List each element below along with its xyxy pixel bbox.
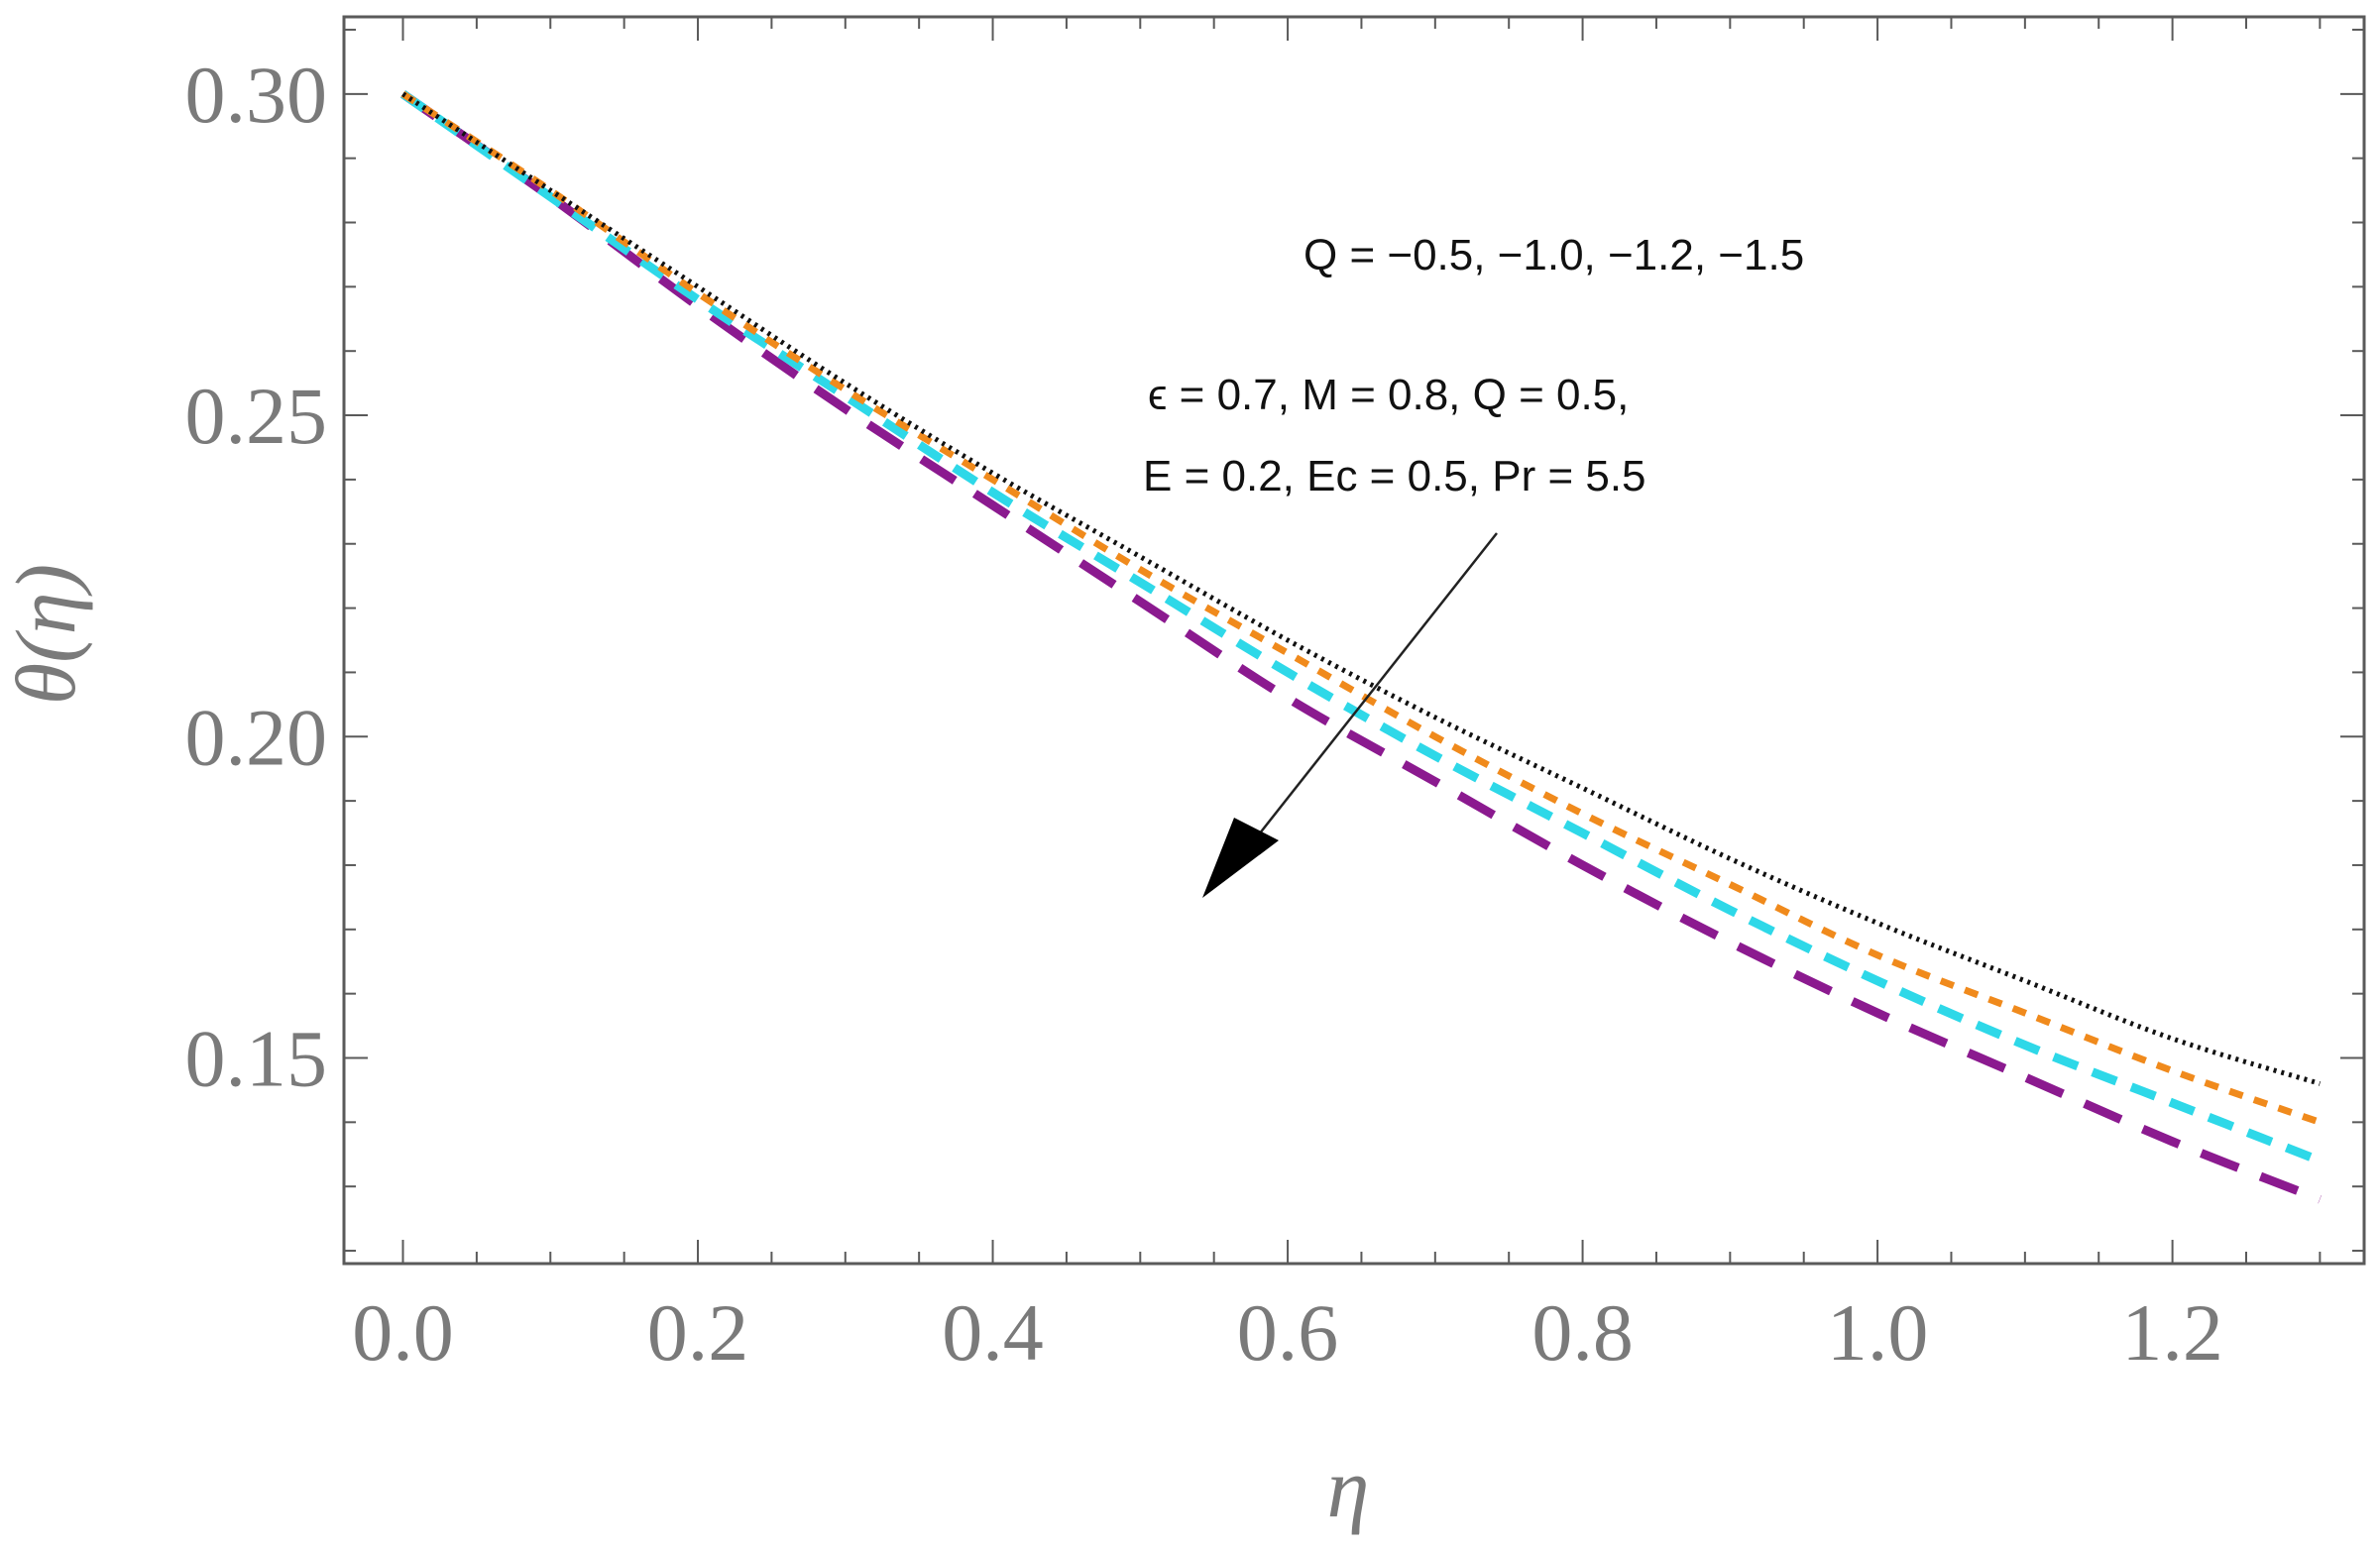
x-tick-label: 0.6	[1237, 1287, 1339, 1378]
series-line-3	[399, 90, 2323, 1165]
x-tick-label: 0.4	[942, 1287, 1044, 1378]
annotation-q-values: Q = −0.5, −1.0, −1.2, −1.5	[1303, 231, 1804, 279]
y-tick-label: 0.30	[185, 50, 328, 140]
annotation-params-line2: E = 0.2, Ec = 0.5, Pr = 5.5	[1143, 452, 1646, 500]
y-axis-title: θ(η)	[0, 564, 93, 705]
y-tick-label: 0.15	[185, 1013, 328, 1103]
x-tick-label: 1.0	[1827, 1287, 1929, 1378]
series-layer	[399, 90, 2323, 1204]
ticks: 0.0 0.2 0.4 0.6 0.8 1.0 1.2 0.15 0.20 0.25 0.30	[185, 17, 2364, 1378]
series-line-4	[399, 90, 2323, 1204]
x-tick-label: 0.8	[1531, 1287, 1634, 1378]
arrow-head	[1202, 818, 1279, 898]
x-tick-label: 1.2	[2121, 1287, 2223, 1378]
arrow-shaft	[1228, 532, 1498, 873]
y-tick-label: 0.20	[185, 692, 328, 782]
x-tick-label: 0.0	[352, 1287, 454, 1378]
plot-frame	[342, 15, 2366, 1266]
annotation-params-line1: ϵ = 0.7, M = 0.8, Q = 0.5,	[1148, 371, 1629, 419]
series-line-1	[401, 91, 2322, 1086]
y-tick-label: 0.25	[185, 371, 328, 461]
x-axis-title: η	[1327, 1440, 1370, 1535]
series-line-2	[400, 90, 2322, 1126]
x-tick-label: 0.2	[647, 1287, 749, 1378]
